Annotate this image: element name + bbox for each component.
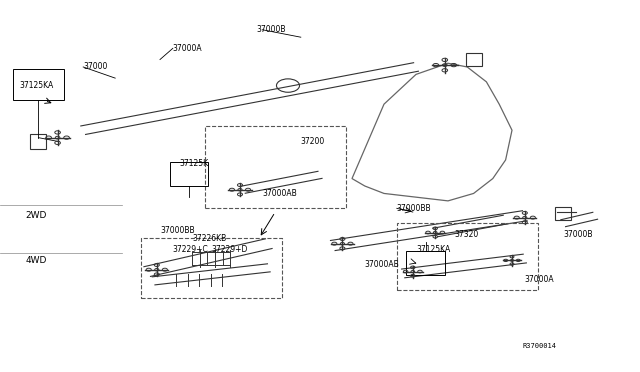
Text: 4WD: 4WD	[26, 256, 47, 265]
Text: 37320: 37320	[454, 230, 479, 239]
Bar	[205, 126, 346, 208]
Text: 37000AB: 37000AB	[365, 260, 399, 269]
Text: 37229+D: 37229+D	[211, 245, 248, 254]
Bar	[397, 223, 538, 290]
Text: 37000B: 37000B	[563, 230, 593, 239]
Text: 37000A: 37000A	[525, 275, 554, 283]
Text: 37200: 37200	[301, 137, 325, 146]
Text: 2WD: 2WD	[26, 211, 47, 220]
Text: 37226KB: 37226KB	[192, 234, 227, 243]
Text: R3700014: R3700014	[523, 343, 557, 349]
Text: 37000BB: 37000BB	[397, 204, 431, 213]
Bar	[13, 69, 64, 100]
Bar	[141, 238, 282, 298]
Text: 37000: 37000	[83, 62, 108, 71]
Text: 37125KA: 37125KA	[416, 245, 451, 254]
Text: 37000A: 37000A	[173, 44, 202, 53]
Text: 37000BB: 37000BB	[160, 226, 195, 235]
Text: 37229+C: 37229+C	[173, 245, 209, 254]
Text: 37125K: 37125K	[179, 159, 209, 168]
Text: 37000B: 37000B	[256, 25, 285, 34]
Text: 37125KA: 37125KA	[19, 81, 54, 90]
Bar	[31, 134, 47, 149]
Bar	[556, 208, 572, 220]
Bar	[170, 162, 208, 186]
Bar	[406, 251, 445, 275]
Bar	[466, 53, 482, 66]
Text: 37000AB: 37000AB	[262, 189, 297, 198]
